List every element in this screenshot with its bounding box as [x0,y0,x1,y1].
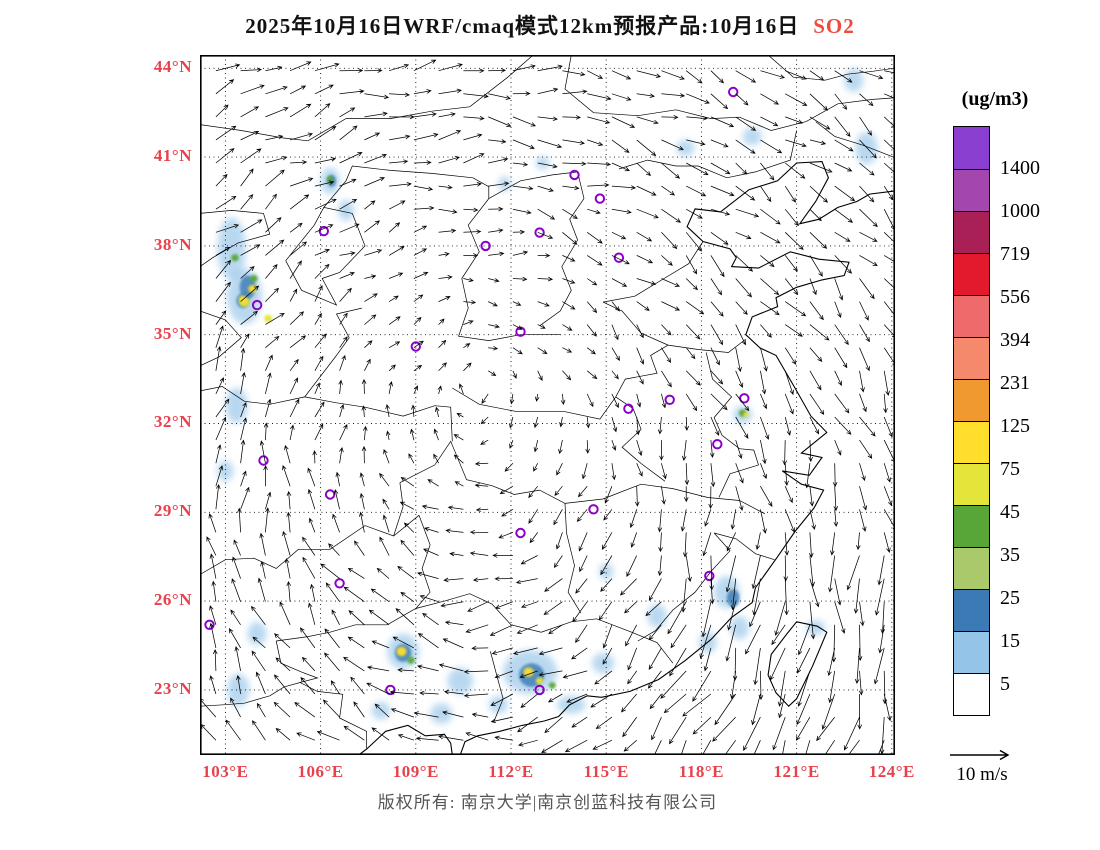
lat-tick-label: 32°N [153,412,192,432]
legend-boundary-label: 394 [1000,329,1030,351]
lat-tick-label: 41°N [153,146,192,166]
lon-tick-label: 115°E [583,762,629,781]
lon-tick-label: 112°E [488,762,534,781]
lon-tick-label: 124°E [868,762,915,781]
city-markers [204,86,750,696]
legend-color-block [954,631,989,673]
copyright-text: 版权所有: 南京大学|南京创蓝科技有限公司 [377,793,718,812]
legend-color-block [954,589,989,631]
legend-color-block [954,505,989,547]
lat-tick-label: 29°N [153,501,192,521]
legend-boundary-label: 75 [1000,458,1020,480]
lon-tick-label: 103°E [202,762,249,781]
province-boundaries [200,55,894,755]
legend-boundary-label: 556 [1000,286,1030,308]
map-frame [200,55,895,755]
legend-colorbar [953,126,990,716]
wind-scale-arrow [950,749,1010,761]
wind-scale-label: 10 m/s [956,764,1008,785]
legend-boundary-label: 1400 [1000,157,1040,179]
legend-color-block [954,463,989,505]
legend-units-label: (ug/m3) [961,88,1029,110]
legend-color-block [954,211,989,253]
legend-color-block [954,127,989,169]
legend-boundary-label: 5 [1000,673,1010,695]
legend-boundary-label: 125 [1000,415,1030,437]
legend-boundary-label: 231 [1000,372,1030,394]
lat-tick-label: 38°N [153,234,192,254]
legend-boundary-label: 15 [1000,630,1020,652]
legend-boundary-label: 719 [1000,243,1030,265]
map-area [200,55,895,755]
legend-color-block [954,295,989,337]
title-text: 2025年10月16日WRF/cmaq模式12km预报产品:10月16日 [245,14,800,38]
legend-color-block [954,379,989,421]
legend-boundary-label: 25 [1000,587,1020,609]
legend-color-block [954,337,989,379]
lat-tick-label: 23°N [153,678,192,698]
species-label: SO2 [813,14,855,38]
wind-vector-layer [200,59,895,755]
legend-boundary-label: 35 [1000,544,1020,566]
lat-tick-label: 26°N [153,590,192,610]
lat-tick-label: 44°N [153,57,192,77]
lon-tick-label: 118°E [678,762,724,781]
legend-color-block [954,673,989,715]
page-title: 2025年10月16日WRF/cmaq模式12km预报产品:10月16日 SO2 [0,10,1100,40]
lon-tick-label: 121°E [773,762,820,781]
legend-color-block [954,421,989,463]
lon-tick-label: 106°E [297,762,344,781]
legend-color-block [954,253,989,295]
legend-color-block [954,169,989,211]
so2-concentration-layer [217,68,878,724]
lon-tick-label: 109°E [392,762,439,781]
map-canvas [200,55,895,755]
legend-boundary-label: 45 [1000,501,1020,523]
legend-color-block [954,547,989,589]
legend-boundary-label: 1000 [1000,200,1040,222]
lat-tick-label: 35°N [153,323,192,343]
